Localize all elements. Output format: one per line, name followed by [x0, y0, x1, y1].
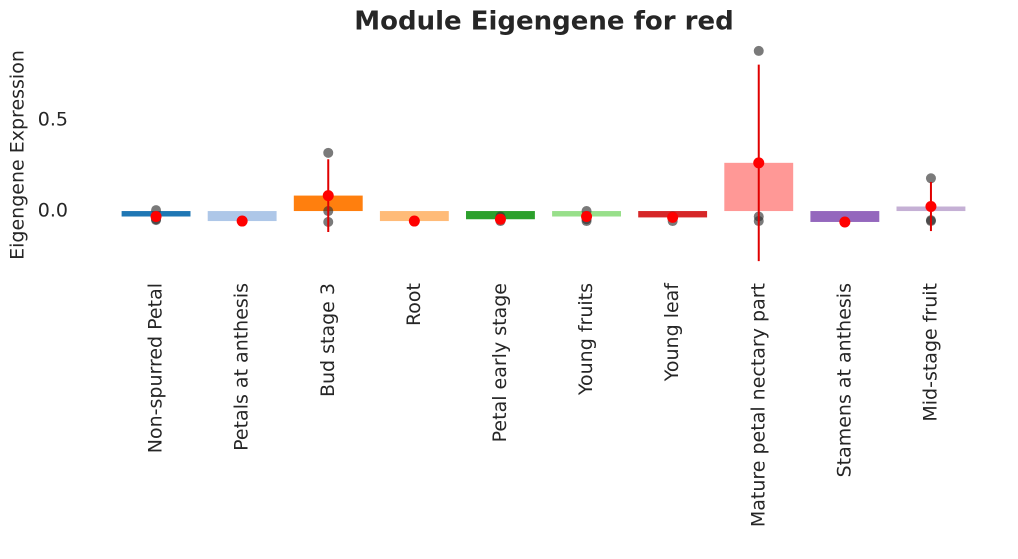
y-axis-label: Eigengene Expression — [7, 50, 29, 260]
x-tick-label: Root — [403, 283, 425, 326]
mean-point — [667, 211, 679, 223]
mean-point — [408, 215, 420, 227]
chart-title: Module Eigengene for red — [354, 7, 733, 37]
mean-point — [494, 213, 506, 225]
x-tick-label: Young fruits — [575, 283, 597, 396]
y-tick-label: 0.5 — [38, 109, 68, 131]
mean-point — [322, 190, 334, 202]
x-tick-label: Stamens at anthesis — [833, 283, 855, 477]
mean-point — [753, 157, 765, 169]
mean-point — [236, 215, 248, 227]
y-tick-label: 0.0 — [38, 200, 68, 222]
x-tick-label: Mature petal nectary part — [747, 283, 769, 527]
mean-point — [839, 216, 851, 228]
sample-point — [323, 147, 334, 158]
x-tick-label: Petals at anthesis — [231, 283, 253, 451]
mean-point — [150, 211, 162, 223]
x-tick-label: Non-spurred Petal — [145, 283, 167, 453]
sample-point — [753, 45, 764, 56]
sample-point — [925, 173, 936, 184]
x-tick-label: Young leaf — [661, 282, 683, 383]
mean-point — [925, 201, 937, 212]
mean-point — [581, 211, 593, 223]
x-tick-label: Bud stage 3 — [317, 283, 339, 397]
x-tick-label: Petal early stage — [489, 283, 511, 442]
x-tick-label: Mid-stage fruit — [919, 283, 941, 422]
